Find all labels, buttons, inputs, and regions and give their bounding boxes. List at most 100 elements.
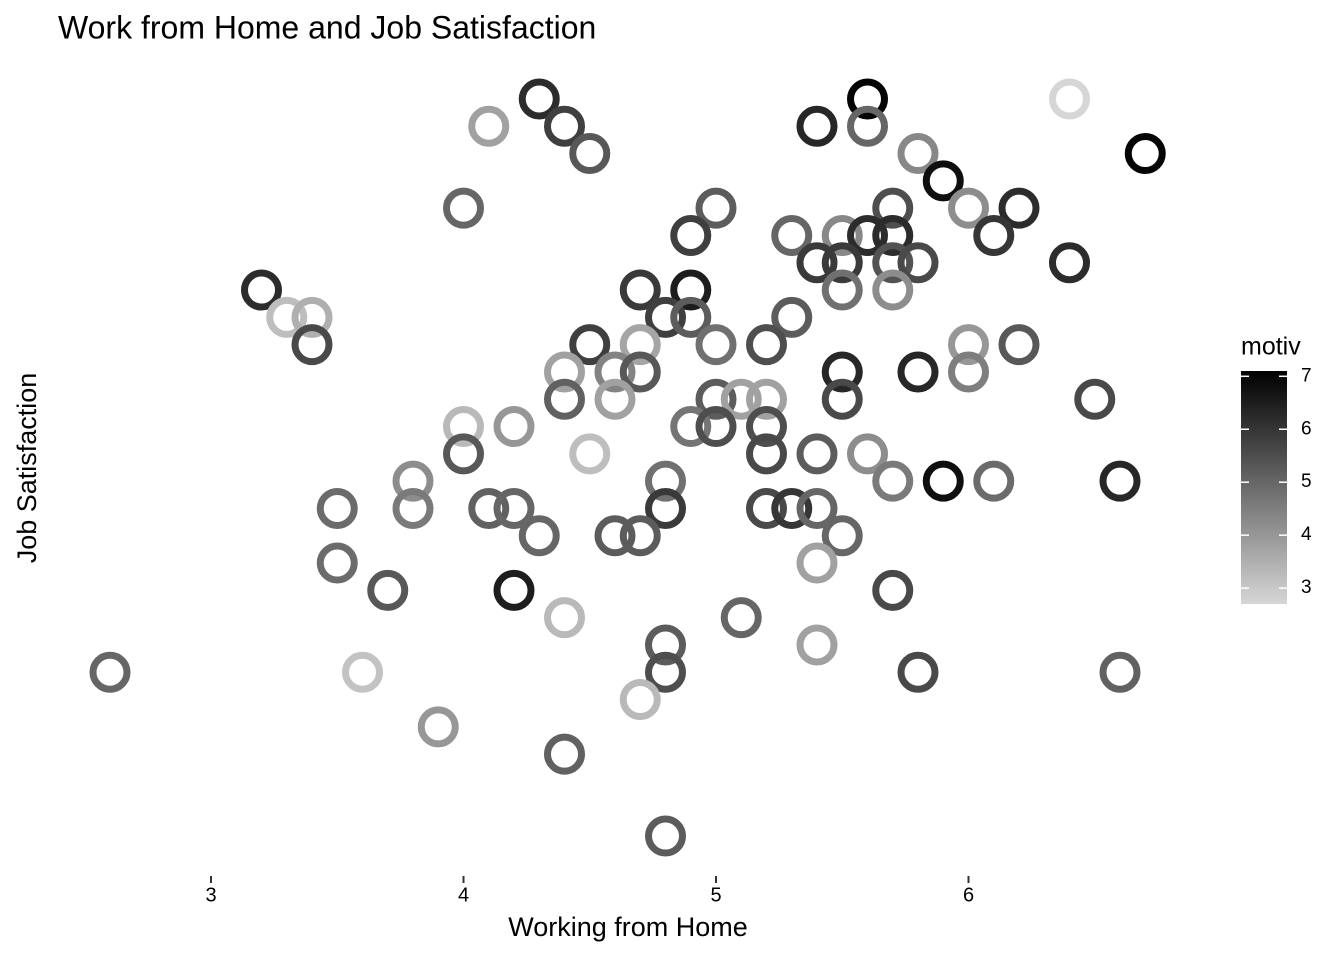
point [872,242,914,284]
point [771,214,813,256]
point [594,351,636,393]
point [443,187,484,229]
point [746,378,787,420]
point [1099,651,1141,693]
point [872,460,914,502]
point [796,542,838,584]
point [695,406,737,448]
point [897,351,939,393]
point [241,269,282,311]
point [922,460,964,502]
point [670,406,712,448]
point [922,160,964,202]
x-tick-label: 4 [458,884,469,906]
point [746,433,787,475]
point [821,242,863,284]
point [291,296,333,338]
point [569,133,611,175]
point [695,187,737,229]
point [847,78,888,120]
point [266,296,308,338]
point [619,324,661,366]
point [645,296,686,338]
point [518,515,560,557]
point [316,542,358,584]
chart-title: Work from Home and Job Satisfaction [58,9,596,45]
point [594,378,636,420]
point [670,269,712,311]
point [670,214,712,256]
point [392,487,434,529]
point [973,214,1015,256]
point [821,351,863,393]
point [468,105,510,147]
point [948,187,989,229]
point [998,187,1040,229]
point [544,733,585,775]
legend-title: motiv [1241,333,1301,361]
point [544,351,585,393]
point [291,324,333,366]
y-axis-label: Job Satisfaction [12,373,42,564]
point [670,296,712,338]
point [417,706,459,748]
point [821,378,863,420]
point [493,487,535,529]
point [720,378,762,420]
point [619,515,661,557]
colorbar-tick-label: 7 [1301,365,1312,386]
point [872,569,914,611]
point [847,105,888,147]
point [1099,460,1141,502]
point [645,460,686,502]
point [973,460,1015,502]
point [645,651,686,693]
point [847,214,888,256]
point [821,214,863,256]
point [367,569,409,611]
point [1049,78,1090,120]
point [821,269,863,311]
point [998,324,1040,366]
point [89,651,131,693]
point [1124,133,1166,175]
point [796,624,838,666]
point [619,269,661,311]
x-axis-label: Working from Home [508,912,748,942]
point [645,815,686,857]
point [493,569,535,611]
point [468,487,510,529]
point [796,242,838,284]
point [1049,242,1090,284]
point [847,433,888,475]
point [544,105,585,147]
point [746,324,787,366]
point [771,296,813,338]
point [619,351,661,393]
point [746,406,787,448]
point [872,269,914,311]
point [342,651,383,693]
point [569,324,611,366]
point [821,515,863,557]
point [695,324,737,366]
point [796,433,838,475]
colorbar-tick-label: 4 [1301,524,1312,545]
point [771,487,813,529]
point [569,433,611,475]
point [948,351,989,393]
point [518,78,560,120]
point [544,597,585,639]
point [746,487,787,529]
point [897,133,939,175]
point [645,624,686,666]
point [872,187,914,229]
point [796,105,838,147]
point [443,433,484,475]
point [645,487,686,529]
point [872,214,914,256]
point [493,406,535,448]
point [948,324,989,366]
x-tick-label: 3 [205,884,216,906]
